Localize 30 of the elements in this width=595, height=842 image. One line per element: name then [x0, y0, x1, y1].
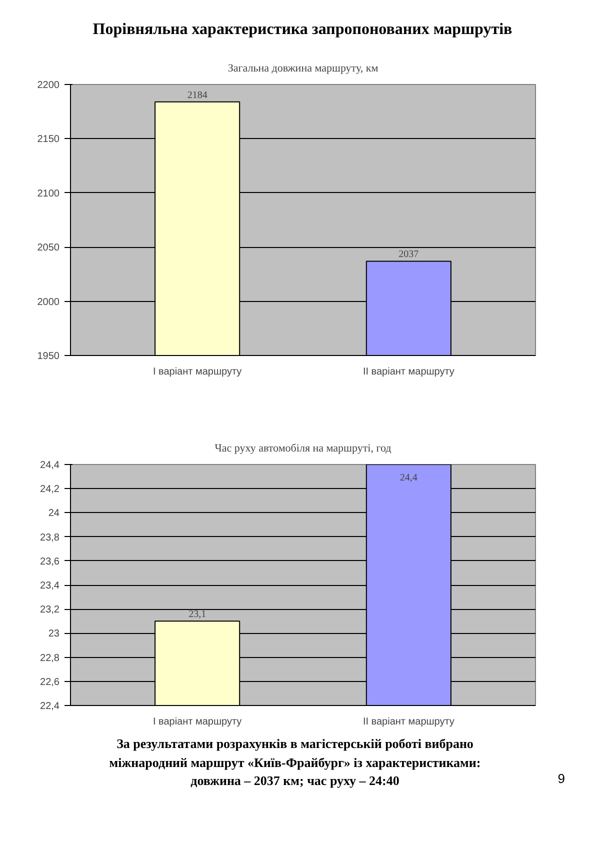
x-tick-label: І варіант маршруту	[152, 366, 242, 378]
y-tick-label: 23,6	[40, 556, 60, 568]
y-tick-label: 23,4	[40, 580, 60, 592]
y-tick-label: 22,4	[40, 701, 60, 712]
data-label: 2037	[398, 249, 419, 260]
y-tick-label: 2200	[37, 80, 60, 91]
data-label: 24,4	[400, 472, 418, 484]
y-tick-label: 1950	[37, 351, 60, 362]
y-tick-label: 23,8	[40, 532, 60, 544]
y-tick-label: 24	[48, 508, 60, 520]
text: 9	[558, 770, 565, 788]
chart-subtitle: Загальна довжина маршруту, км	[228, 62, 378, 74]
y-tick-label: 2000	[37, 296, 60, 308]
text: За результатами розрахунків в магістерській роботі вибрано міжнародний маршрут «Київ-Фрайбург» із характеристиками: довжина – 2037 км; час руху – 24:40	[108, 735, 482, 790]
y-tick-label: 2150	[37, 134, 60, 146]
chart-title: Час руху автомобіля на маршруті, год	[214, 442, 392, 454]
y-tick-label: 23,2	[40, 604, 60, 616]
y-tick-label: 22,6	[40, 676, 60, 688]
x-tick-label: І варіант маршруту	[152, 716, 242, 728]
y-tick-label: 2100	[37, 188, 60, 200]
y-tick-label: 2050	[37, 242, 60, 254]
y-tick-label: 22,8	[40, 652, 60, 664]
y-tick-label: 24,4	[40, 460, 60, 471]
data-label: 2184	[187, 90, 208, 101]
y-tick-label: 24,2	[40, 484, 60, 496]
y-tick-label: 23	[48, 628, 60, 640]
chart-title: Порівняльна характеристика запропонованих маршрутів	[92, 20, 512, 40]
x-tick-label: ІІ варіант маршруту	[362, 366, 454, 378]
data-label: 23,1	[188, 609, 206, 620]
x-tick-label: ІІ варіант маршруту	[362, 716, 454, 728]
